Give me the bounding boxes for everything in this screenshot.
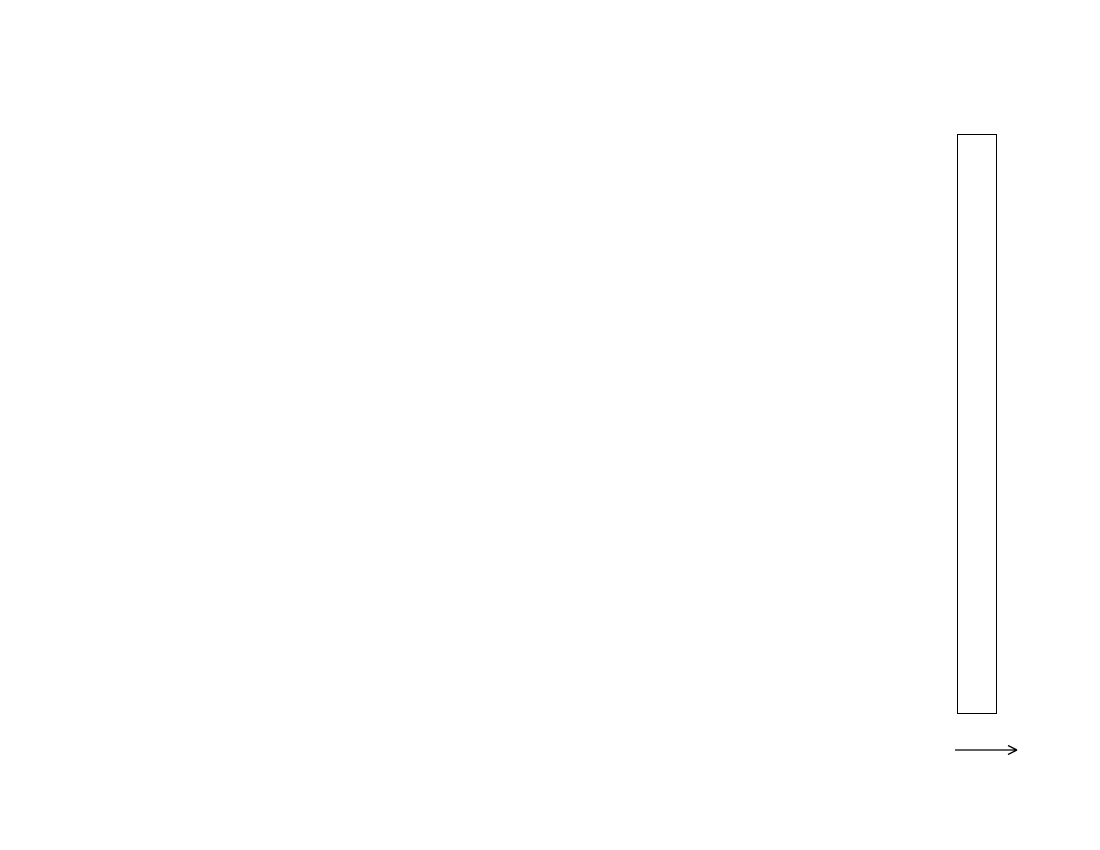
forecast-map: [183, 49, 927, 771]
colorbar: [957, 134, 997, 714]
wind-legend-arrow-icon: [955, 744, 1018, 756]
page-title: [0, 8, 1100, 32]
